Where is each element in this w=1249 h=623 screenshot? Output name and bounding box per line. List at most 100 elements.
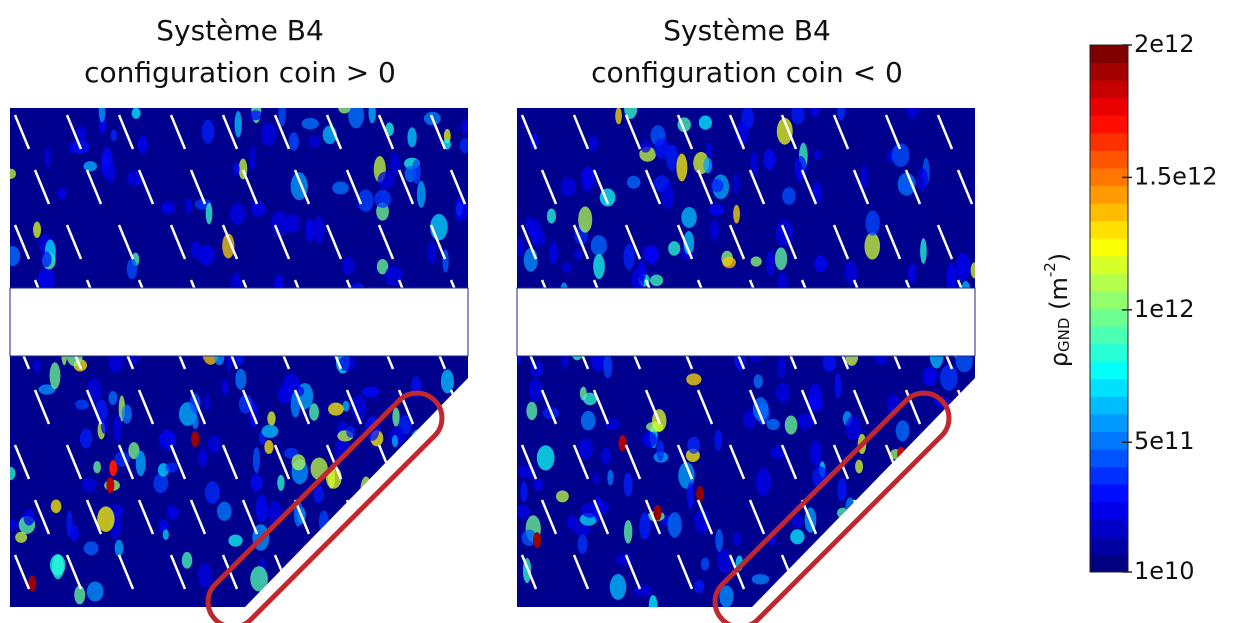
blob — [941, 517, 959, 544]
blob — [10, 519, 19, 531]
blob — [278, 384, 292, 405]
blob — [74, 585, 86, 605]
trace-line — [728, 224, 746, 260]
trace-line — [377, 114, 395, 150]
blob — [837, 477, 847, 502]
blob — [348, 108, 365, 129]
trace-line — [345, 169, 363, 205]
trace-line — [832, 114, 850, 150]
colorbar-step — [1090, 290, 1128, 309]
blob — [526, 401, 538, 421]
blob — [755, 468, 771, 496]
colorbar-step — [1090, 466, 1128, 485]
blob — [970, 262, 975, 279]
blob — [791, 108, 805, 125]
blob — [895, 559, 914, 582]
blob — [623, 472, 633, 497]
blob — [577, 534, 588, 554]
highlight — [712, 390, 952, 623]
blob — [68, 142, 76, 154]
blob — [566, 515, 578, 530]
trace-line — [936, 224, 954, 260]
blob — [204, 393, 211, 412]
blob — [650, 274, 664, 287]
blob — [822, 353, 837, 372]
hot-spot — [323, 567, 332, 584]
hot-spot — [653, 504, 662, 521]
blob — [230, 203, 245, 225]
blob — [864, 232, 881, 260]
blob — [417, 483, 430, 504]
blob — [956, 252, 970, 281]
blob — [361, 386, 380, 398]
blob — [642, 245, 660, 263]
trace-line — [592, 169, 610, 205]
blob — [264, 440, 274, 455]
blob — [162, 529, 169, 541]
colorbar-step — [1090, 396, 1128, 415]
blob — [452, 519, 467, 541]
blob — [766, 250, 775, 276]
colorbar-step — [1090, 45, 1128, 64]
blob — [964, 498, 972, 520]
blob — [844, 261, 858, 285]
blob — [79, 428, 93, 449]
blob — [75, 399, 89, 410]
blob — [23, 508, 35, 526]
blob — [886, 150, 894, 162]
blob — [342, 256, 355, 275]
blob — [715, 528, 724, 552]
blob — [234, 111, 242, 138]
blob — [948, 446, 966, 462]
trace-line — [676, 114, 694, 150]
blob — [235, 368, 247, 390]
blob — [520, 481, 528, 503]
colorbar-step — [1090, 273, 1128, 292]
blob — [944, 457, 961, 473]
trace-line — [936, 554, 954, 590]
colorbar-tick-label: 2e12 — [1134, 30, 1195, 58]
trace-line — [884, 554, 902, 590]
blob — [41, 251, 52, 268]
blob — [919, 487, 933, 503]
hot-spot — [28, 575, 37, 592]
trace-line — [345, 389, 363, 425]
blob — [260, 122, 277, 146]
masked-band — [516, 287, 976, 357]
blob — [782, 187, 796, 205]
blob — [933, 461, 941, 476]
blob — [332, 181, 349, 195]
trace-line — [956, 169, 974, 205]
subscript: GND — [1055, 318, 1073, 352]
blob — [392, 407, 400, 427]
colorbar-tick-label: 1e12 — [1134, 295, 1195, 323]
blob — [609, 574, 627, 600]
blob — [676, 153, 688, 182]
blob — [49, 362, 61, 390]
blob — [574, 249, 582, 261]
trace-line — [65, 224, 83, 260]
colorbar-step — [1090, 519, 1128, 538]
blob — [942, 470, 956, 495]
colorbar-step — [1090, 167, 1128, 187]
colorbar-step — [1090, 431, 1128, 450]
unit: (m — [1045, 277, 1073, 317]
blob — [517, 237, 525, 257]
trace-line — [956, 389, 974, 425]
hot-spot — [334, 581, 343, 598]
blob — [860, 164, 868, 191]
blob — [222, 233, 235, 259]
blob — [536, 445, 555, 471]
hot-spot — [191, 430, 200, 447]
trace-line — [696, 499, 714, 535]
colorbar-step — [1090, 97, 1128, 116]
trace-line — [572, 114, 590, 150]
trace-line — [137, 169, 155, 205]
blob — [920, 238, 927, 264]
trace-line — [592, 499, 610, 535]
blob — [639, 512, 651, 540]
blob — [790, 529, 805, 545]
colorbar-frame — [1089, 44, 1129, 573]
trace-line — [644, 169, 662, 205]
blob — [687, 436, 701, 454]
